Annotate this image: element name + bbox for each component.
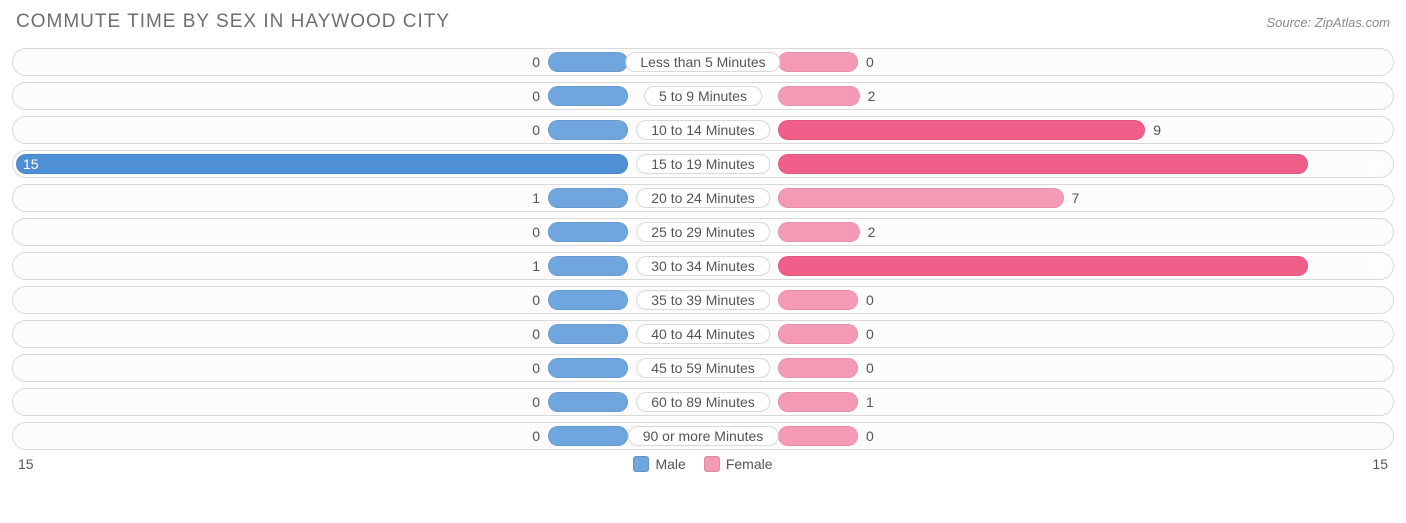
row-category-label: 5 to 9 Minutes (644, 86, 762, 106)
bar-male (548, 86, 628, 106)
row-category-label: 25 to 29 Minutes (636, 222, 770, 242)
legend: Male Female (633, 456, 772, 472)
legend-label-female: Female (726, 456, 773, 472)
bar-female (778, 358, 858, 378)
chart-row: 0 2 25 to 29 Minutes (12, 218, 1394, 246)
bar-male (548, 120, 628, 140)
value-female: 2 (862, 83, 882, 109)
chart-header: COMMUTE TIME BY SEX IN HAYWOOD CITY Sour… (12, 8, 1394, 36)
chart-row: 0 1 60 to 89 Minutes (12, 388, 1394, 416)
value-male: 0 (526, 117, 546, 143)
value-female: 0 (860, 355, 880, 381)
value-male: 1 (526, 185, 546, 211)
row-category-label: 10 to 14 Minutes (636, 120, 770, 140)
row-category-label: 15 to 19 Minutes (636, 154, 770, 174)
row-category-label: 90 or more Minutes (628, 426, 779, 446)
value-male: 0 (526, 423, 546, 449)
legend-swatch-female (704, 456, 720, 472)
value-male: 0 (526, 287, 546, 313)
bar-male (548, 188, 628, 208)
bar-female (778, 290, 858, 310)
chart-row: 1 13 30 to 34 Minutes (12, 252, 1394, 280)
bar-male (548, 290, 628, 310)
value-male: 0 (526, 321, 546, 347)
chart-row: 0 0 45 to 59 Minutes (12, 354, 1394, 382)
value-male: 0 (526, 355, 546, 381)
bar-male (548, 222, 628, 242)
chart-row: 15 13 15 to 19 Minutes (12, 150, 1394, 178)
bar-female (778, 120, 1145, 140)
bar-male (548, 426, 628, 446)
bar-female (778, 256, 1308, 276)
value-female: 0 (860, 287, 880, 313)
chart-row: 0 9 10 to 14 Minutes (12, 116, 1394, 144)
bar-female (778, 154, 1308, 174)
bar-female (778, 426, 858, 446)
row-category-label: Less than 5 Minutes (625, 52, 780, 72)
chart-row: 0 0 35 to 39 Minutes (12, 286, 1394, 314)
value-male: 0 (526, 49, 546, 75)
value-female: 1 (860, 389, 880, 415)
bar-male (548, 358, 628, 378)
value-male: 0 (526, 219, 546, 245)
chart-row: 0 2 5 to 9 Minutes (12, 82, 1394, 110)
axis-max-right: 15 (1372, 456, 1388, 472)
legend-item-female: Female (704, 456, 773, 472)
bar-female (778, 392, 858, 412)
value-female: 13 (1359, 253, 1387, 279)
value-male: 0 (526, 83, 546, 109)
bar-male (548, 52, 628, 72)
legend-item-male: Male (633, 456, 685, 472)
chart-footer: 15 Male Female 15 (12, 456, 1394, 472)
chart-container: COMMUTE TIME BY SEX IN HAYWOOD CITY Sour… (0, 0, 1406, 523)
bar-male (548, 324, 628, 344)
bar-male (548, 392, 628, 412)
value-female: 0 (860, 49, 880, 75)
bar-female (778, 86, 860, 106)
value-female: 2 (862, 219, 882, 245)
chart-row: 0 0 40 to 44 Minutes (12, 320, 1394, 348)
row-category-label: 35 to 39 Minutes (636, 290, 770, 310)
value-female: 13 (1359, 151, 1387, 177)
bar-female (778, 52, 858, 72)
value-male: 15 (17, 151, 45, 177)
value-female: 9 (1147, 117, 1167, 143)
axis-max-left: 15 (18, 456, 34, 472)
value-male: 0 (526, 389, 546, 415)
row-category-label: 40 to 44 Minutes (636, 324, 770, 344)
chart-row: 1 7 20 to 24 Minutes (12, 184, 1394, 212)
row-category-label: 60 to 89 Minutes (636, 392, 770, 412)
row-category-label: 45 to 59 Minutes (636, 358, 770, 378)
value-female: 0 (860, 423, 880, 449)
value-male: 1 (526, 253, 546, 279)
value-female: 0 (860, 321, 880, 347)
chart-row: 0 0 Less than 5 Minutes (12, 48, 1394, 76)
bar-male (548, 256, 628, 276)
chart-source: Source: ZipAtlas.com (1266, 15, 1390, 30)
bar-female (778, 188, 1064, 208)
chart-title: COMMUTE TIME BY SEX IN HAYWOOD CITY (16, 11, 450, 33)
chart-rows: 0 0 Less than 5 Minutes 0 2 5 to 9 Minutes 0 9 1… (12, 48, 1394, 450)
row-category-label: 30 to 34 Minutes (636, 256, 770, 276)
legend-swatch-male (633, 456, 649, 472)
value-female: 7 (1066, 185, 1086, 211)
bar-female (778, 222, 860, 242)
bar-male (16, 154, 628, 174)
chart-row: 0 0 90 or more Minutes (12, 422, 1394, 450)
bar-female (778, 324, 858, 344)
legend-label-male: Male (655, 456, 685, 472)
row-category-label: 20 to 24 Minutes (636, 188, 770, 208)
